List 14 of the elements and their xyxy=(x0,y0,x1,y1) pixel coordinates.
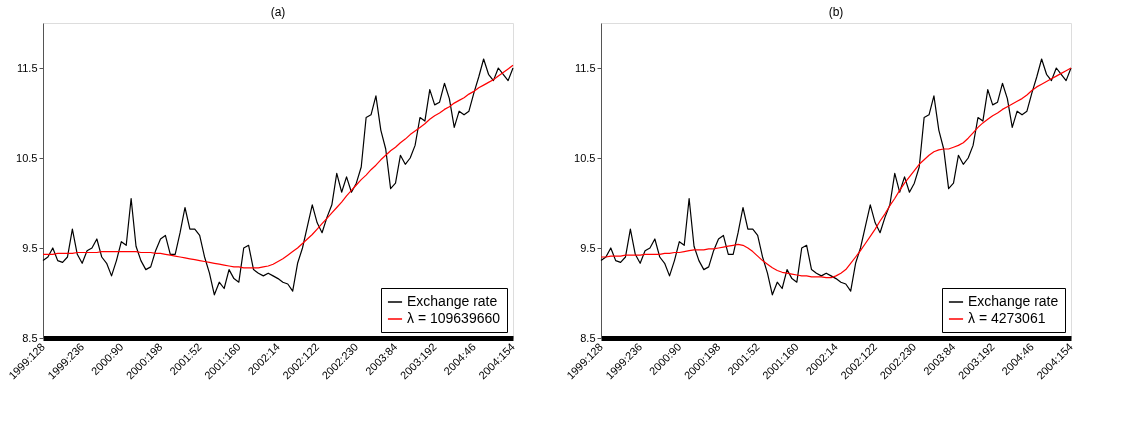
legend-label: λ = 109639660 xyxy=(407,310,501,326)
y-tick-label: 11.5 xyxy=(16,61,38,74)
y-tick-label: 10.5 xyxy=(574,151,596,164)
y-tick-label: 9.5 xyxy=(580,241,596,254)
chart-title: (a) xyxy=(270,5,286,19)
chart-title: (b) xyxy=(828,5,844,19)
y-tick-label: 8.5 xyxy=(22,331,38,344)
legend-label: λ = 4273061 xyxy=(968,310,1046,326)
y-tick-label: 9.5 xyxy=(22,241,38,254)
y-tick-label: 10.5 xyxy=(16,151,38,164)
y-tick-label: 11.5 xyxy=(574,61,596,74)
y-tick-label: 8.5 xyxy=(580,331,596,344)
legend-label: Exchange rate xyxy=(968,293,1059,309)
legend-label: Exchange rate xyxy=(407,293,498,309)
